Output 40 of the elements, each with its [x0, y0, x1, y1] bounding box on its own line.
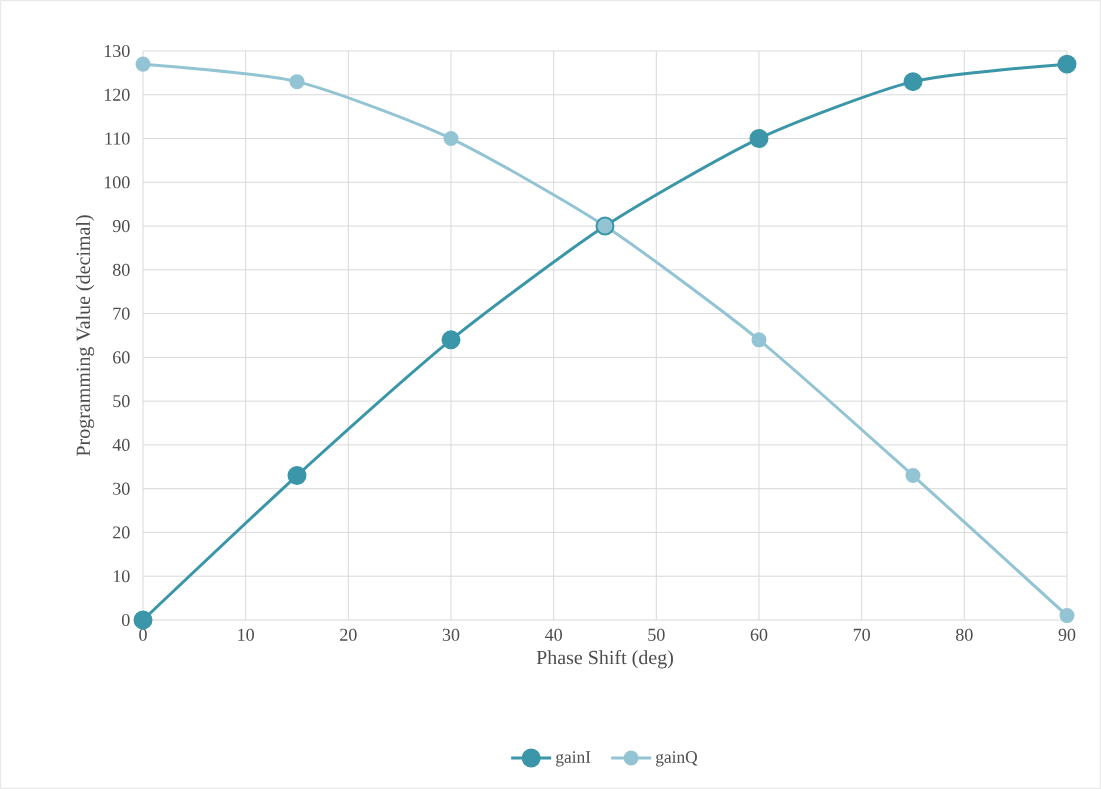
- y-tick-label: 60: [113, 351, 130, 364]
- y-tick-label: 30: [113, 482, 130, 495]
- y-tick-label: 10: [113, 570, 130, 583]
- point: [135, 56, 151, 72]
- point: [1057, 54, 1077, 74]
- x-tick-label: 90: [1058, 628, 1076, 641]
- y-tick-label: 110: [105, 132, 130, 145]
- x-tick-label: 60: [750, 628, 768, 641]
- point: [443, 131, 459, 147]
- y-tick-label: 120: [104, 88, 130, 101]
- x-tick-label: 40: [545, 628, 562, 641]
- y-tick-label: 80: [112, 263, 130, 276]
- x-tick-label: 0: [139, 628, 147, 641]
- x-tick-label: 30: [442, 628, 460, 641]
- y-tick-label: 0: [121, 613, 130, 627]
- point: [133, 610, 153, 630]
- x-tick-label: 70: [853, 628, 870, 641]
- x-tick-label: 80: [956, 628, 973, 641]
- point: [289, 74, 305, 90]
- y-tick-label: 100: [104, 176, 130, 189]
- point: [903, 72, 923, 92]
- x-axis-title: Phase Shift (deg): [536, 650, 673, 669]
- y-tick-label: 40: [112, 438, 130, 451]
- point: [749, 129, 769, 149]
- x-tick-label: 20: [340, 628, 357, 641]
- y-tick-label: 20: [113, 526, 130, 539]
- point: [287, 466, 307, 486]
- y-tick-label: 70: [113, 307, 130, 320]
- point: [1059, 608, 1075, 624]
- point: [751, 332, 767, 348]
- x-tick-label: 10: [238, 628, 254, 641]
- y-tick-label: 130: [104, 44, 130, 58]
- point: [441, 330, 461, 350]
- y-axis-title: Programming Value (decimal): [75, 215, 95, 456]
- legend-label: gainQ: [656, 751, 698, 767]
- y-tick-label: 50: [113, 395, 130, 408]
- y-tick-label: 90: [112, 219, 130, 233]
- point: [905, 468, 921, 484]
- x-tick-label: 50: [648, 628, 665, 641]
- legend-label: gainI: [556, 751, 591, 767]
